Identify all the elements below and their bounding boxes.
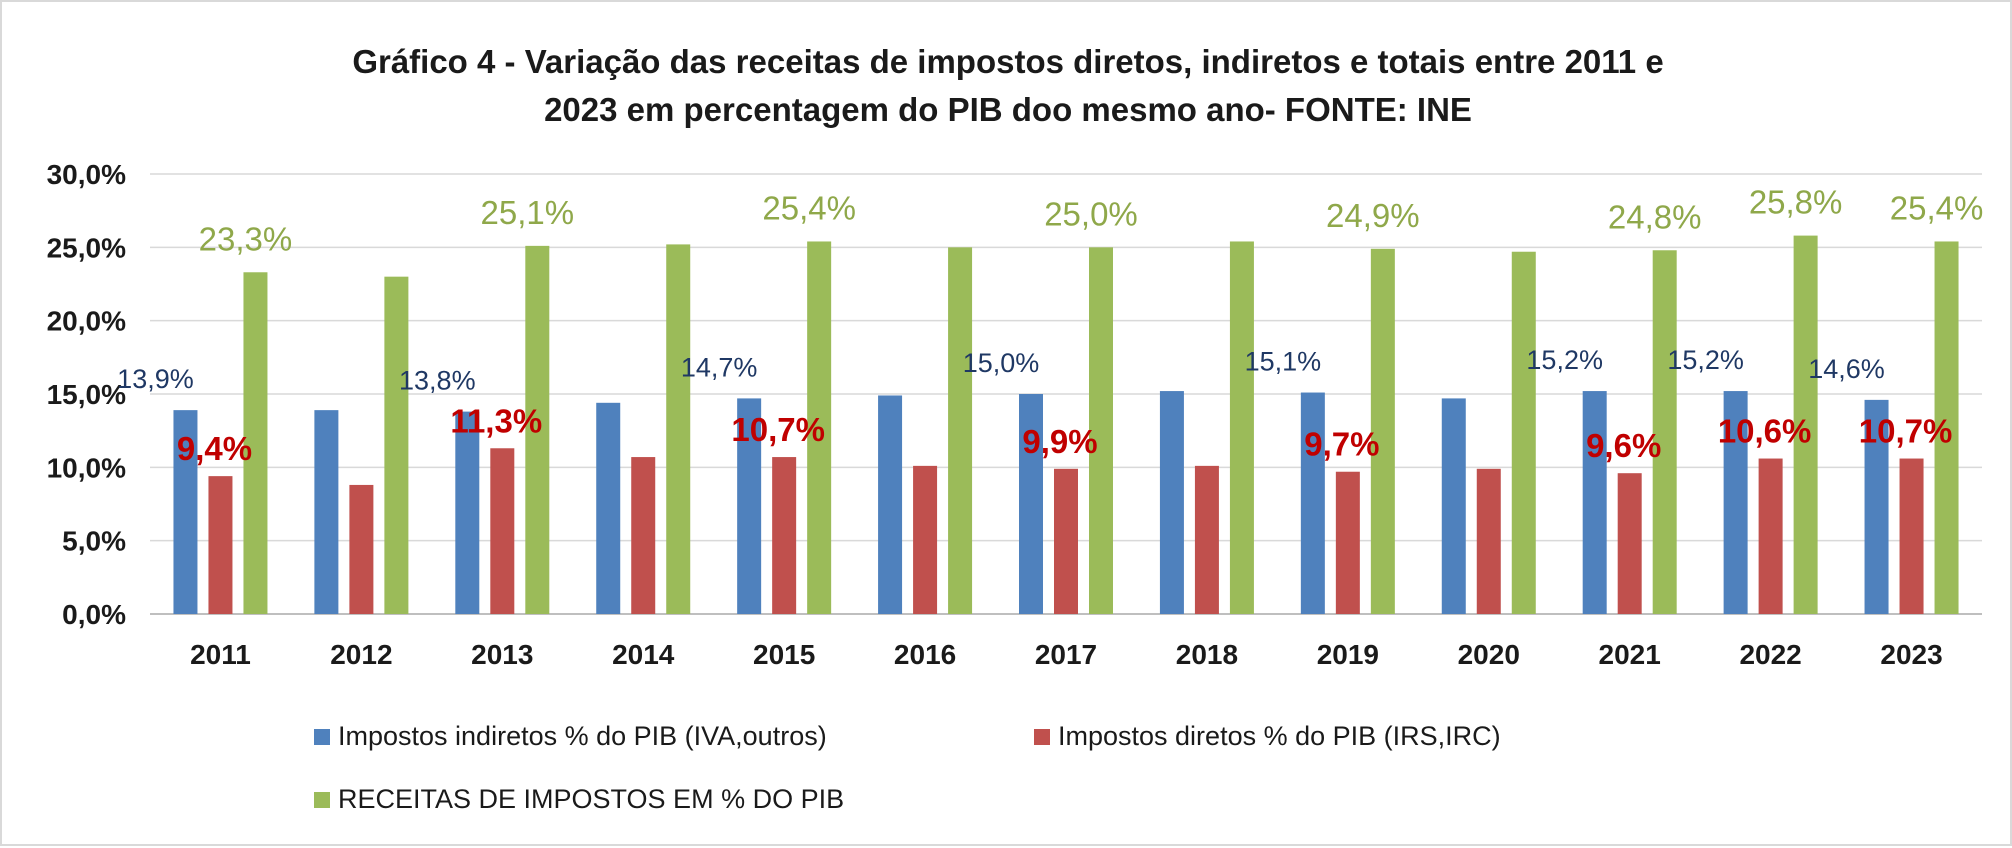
chart-title-line-2: 2023 em percentagem do PIB doo mesmo ano… [544, 91, 1472, 128]
chart-title: Gráfico 4 - Variação das receitas de imp… [2, 38, 2012, 134]
bar-indirect [173, 410, 198, 614]
x-tick-label: 2022 [1739, 639, 1801, 670]
bar-indirect [878, 395, 903, 614]
data-label-direct: 9,4% [177, 430, 252, 467]
data-label-direct: 9,6% [1586, 427, 1661, 464]
bar-total [1934, 241, 1959, 614]
data-label-direct: 9,9% [1022, 423, 1097, 460]
data-label-indirect: 13,8% [399, 366, 476, 396]
data-label-total: 23,3% [199, 220, 293, 257]
data-label-indirect: 15,2% [1667, 345, 1744, 375]
x-tick-label: 2011 [190, 639, 251, 670]
bar-direct [208, 476, 233, 614]
data-label-total: 25,8% [1749, 184, 1843, 221]
bar-indirect [1019, 394, 1043, 614]
x-tick-label: 2020 [1458, 639, 1520, 670]
x-tick-label: 2019 [1317, 639, 1379, 670]
bar-indirect [314, 410, 339, 614]
bar-direct [913, 465, 938, 614]
bar-direct [349, 484, 374, 614]
bar-indirect [1159, 391, 1184, 614]
data-label-direct: 10,7% [1859, 413, 1953, 450]
data-label-total: 24,8% [1608, 198, 1702, 235]
bar-total [525, 245, 550, 614]
bar-direct [1335, 471, 1360, 614]
bar-direct [1476, 468, 1501, 614]
data-label-indirect: 13,9% [117, 364, 194, 394]
x-tick-label: 2018 [1176, 639, 1238, 670]
x-tick-label: 2023 [1880, 639, 1942, 670]
x-tick-label: 2015 [753, 639, 815, 670]
bar-total [1229, 241, 1254, 614]
x-tick-label: 2017 [1035, 639, 1097, 670]
y-tick-label: 25,0% [47, 232, 126, 263]
bar-total [384, 276, 409, 614]
data-label-indirect: 15,2% [1526, 345, 1603, 375]
y-tick-label: 30,0% [47, 159, 126, 190]
bar-indirect [1441, 398, 1466, 614]
y-tick-label: 10,0% [47, 452, 126, 483]
y-tick-label: 5,0% [62, 526, 126, 557]
bar-total [1511, 251, 1536, 614]
bar-direct [1194, 465, 1219, 614]
bar-direct [490, 448, 515, 614]
bar-direct [1758, 458, 1783, 614]
bar-total [1370, 248, 1395, 615]
x-tick-label: 2013 [471, 639, 533, 670]
bar-total [1089, 247, 1113, 615]
data-label-indirect: 15,0% [963, 348, 1040, 378]
bar-indirect [1864, 399, 1889, 614]
data-label-direct: 10,7% [731, 411, 825, 448]
data-label-total: 25,4% [1890, 189, 1984, 226]
bar-indirect [1300, 392, 1325, 614]
bar-total [948, 247, 973, 615]
chart-title-line-1: Gráfico 4 - Variação das receitas de imp… [352, 43, 1664, 80]
bar-total [1793, 235, 1818, 614]
data-label-indirect: 14,6% [1808, 354, 1885, 384]
bar-direct [1054, 468, 1078, 614]
data-label-direct: 11,3% [450, 402, 542, 439]
bar-indirect [1582, 391, 1607, 614]
data-label-total: 25,1% [481, 194, 575, 231]
x-tick-label: 2012 [330, 639, 392, 670]
y-tick-label: 20,0% [47, 306, 126, 337]
data-label-indirect: 14,7% [681, 352, 758, 382]
data-label-direct: 10,6% [1718, 413, 1812, 450]
bar-direct [772, 457, 797, 614]
bar-direct [1899, 458, 1924, 614]
y-tick-label: 15,0% [47, 379, 126, 410]
bar-total [1652, 250, 1677, 614]
bar-indirect [596, 402, 621, 614]
bar-direct [1617, 473, 1642, 614]
y-tick-label: 0,0% [62, 599, 126, 630]
bar-indirect [1723, 391, 1748, 614]
bar-total [807, 241, 832, 614]
data-label-total: 25,4% [762, 189, 856, 226]
data-label-total: 24,9% [1326, 197, 1420, 234]
data-label-direct: 9,7% [1304, 426, 1379, 463]
x-tick-label: 2021 [1599, 639, 1661, 670]
data-label-indirect: 15,1% [1245, 347, 1322, 377]
bar-total [666, 244, 691, 614]
bar-direct [631, 457, 656, 614]
bar-indirect [737, 398, 762, 614]
x-tick-label: 2014 [612, 639, 675, 670]
data-label-total: 25,0% [1044, 195, 1138, 232]
x-tick-label: 2016 [894, 639, 956, 670]
bar-indirect [455, 411, 480, 614]
bar-total [243, 272, 268, 614]
